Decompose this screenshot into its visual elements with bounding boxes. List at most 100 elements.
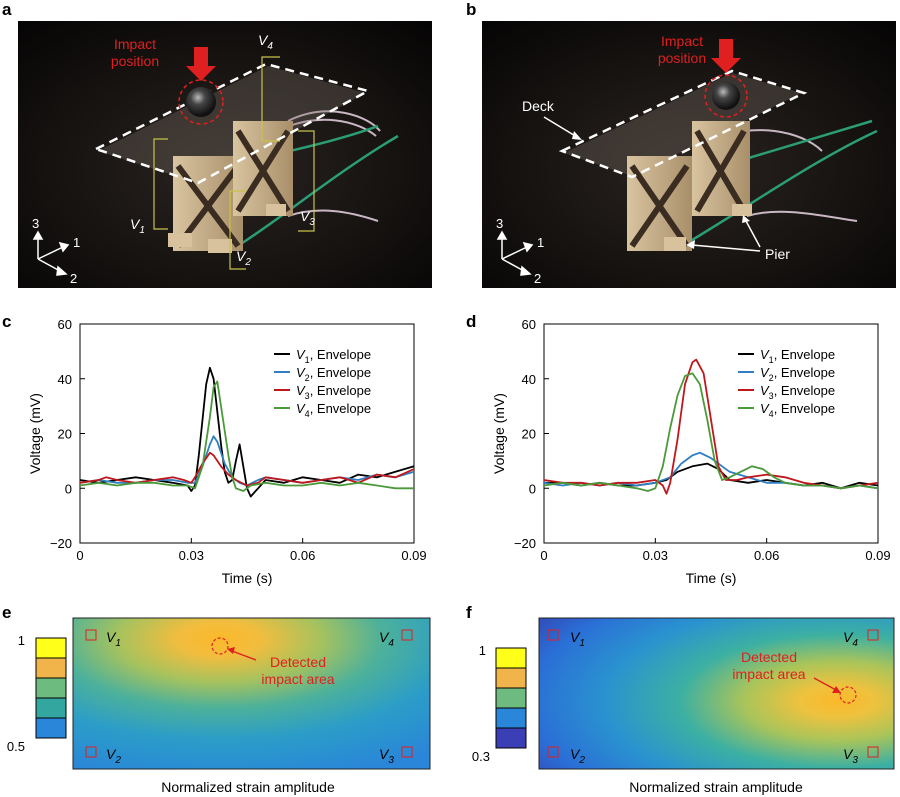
y-tick-label: 40 bbox=[522, 372, 536, 387]
panel-letter-d: d bbox=[466, 312, 477, 331]
x-axis-label: Time (s) bbox=[222, 570, 273, 586]
pier-front bbox=[168, 156, 243, 253]
sensor-marker-v3 bbox=[401, 746, 413, 758]
x-tick-label: 0.03 bbox=[179, 548, 204, 563]
pier-back bbox=[233, 121, 293, 216]
panel-letter-c: c bbox=[2, 312, 12, 331]
x-tick-label: 0 bbox=[76, 548, 83, 563]
pier-front bbox=[627, 156, 692, 251]
scale-max-label: 1 bbox=[479, 643, 486, 658]
series-line-v3 bbox=[79, 451, 415, 487]
wire bbox=[746, 210, 858, 222]
impact-arrow-icon bbox=[186, 47, 216, 81]
photo-bridge-impact-b: Impact position Deck Pier 3 1 2 bbox=[482, 21, 896, 288]
legend-label-v2: V2, Envelope bbox=[760, 365, 835, 383]
impact-label-line1: Impact bbox=[661, 33, 703, 49]
y-tick-label: −20 bbox=[50, 536, 72, 551]
caption: Normalized strain amplitude bbox=[629, 779, 803, 795]
y-tick-label: 20 bbox=[522, 427, 536, 442]
sensor-marker-v4 bbox=[867, 629, 879, 641]
x-tick-label: 0.09 bbox=[865, 548, 890, 563]
detected-label-line2: impact area bbox=[732, 666, 805, 682]
axes-icon bbox=[32, 230, 70, 276]
deck-arrowhead-icon bbox=[572, 131, 582, 140]
sensor-marker-v1 bbox=[85, 629, 97, 641]
wire bbox=[681, 129, 878, 248]
chart-voltage-d: −20 0 20 40 60 0 0.03 0.06 0.09 Time (s) Voltage (… bbox=[491, 317, 891, 586]
deck-plate bbox=[98, 66, 366, 183]
legend-label-v1: V1, Envelope bbox=[296, 347, 371, 365]
x-axis-label: Time (s) bbox=[686, 570, 737, 586]
sensor-marker-v2 bbox=[85, 746, 97, 758]
y-axis-label: Voltage (mV) bbox=[491, 393, 507, 474]
scale-min-label: 0.5 bbox=[7, 739, 25, 754]
impact-circle bbox=[178, 79, 224, 125]
panel-letter-f: f bbox=[466, 603, 472, 622]
photo-bridge-impact-a: Impact position V1 V2 V3 V4 3 1 2 bbox=[18, 21, 432, 288]
color-scale bbox=[35, 637, 67, 739]
y-tick-label: 0 bbox=[529, 481, 536, 496]
strain-map-e: 1 0.5 V1 V2 V3 V4 Detected impact area N… bbox=[7, 617, 431, 795]
series-line-v1 bbox=[79, 366, 415, 498]
pier-arrow-icon bbox=[691, 244, 761, 252]
axis-label-1: 1 bbox=[73, 235, 80, 250]
y-tick-label: 60 bbox=[522, 317, 536, 332]
pier-back bbox=[692, 121, 752, 216]
strain-map-f: 1 0.3 V1 V2 V3 V4 Detected impact area N… bbox=[472, 617, 895, 795]
axis-label-3: 3 bbox=[496, 216, 503, 231]
legend-label-v3: V3, Envelope bbox=[760, 383, 835, 401]
label-v1: V1 bbox=[130, 216, 145, 236]
axis-label-3: 3 bbox=[32, 216, 39, 231]
axis-label-2: 2 bbox=[70, 271, 77, 286]
x-tick-label: 0.09 bbox=[401, 548, 426, 563]
scale-min-label: 0.3 bbox=[472, 749, 490, 764]
pier-arrowhead-icon bbox=[686, 240, 695, 249]
sensor-marker-v3 bbox=[867, 746, 879, 758]
legend-label-v3: V3, Envelope bbox=[296, 383, 371, 401]
deck-arrow-icon bbox=[543, 116, 578, 138]
series-line-v3 bbox=[543, 358, 879, 495]
impact-label-line2: position bbox=[111, 53, 159, 69]
y-axis-label: Voltage (mV) bbox=[27, 393, 43, 474]
series-line-v4 bbox=[79, 380, 414, 492]
impact-label-line2: position bbox=[658, 50, 706, 66]
detected-arrow-icon bbox=[231, 650, 257, 661]
detected-arrowhead-icon bbox=[227, 647, 235, 654]
y-tick-label: 20 bbox=[58, 427, 72, 442]
impact-arrow-icon bbox=[711, 39, 741, 73]
legend-label-v2: V2, Envelope bbox=[296, 365, 371, 383]
pier-arrowhead2-icon bbox=[742, 215, 750, 223]
sensor-marker-v2 bbox=[547, 746, 559, 758]
wire bbox=[287, 209, 379, 222]
label-v2: V2 bbox=[236, 248, 251, 268]
bracket-v3 bbox=[298, 130, 315, 232]
impact-ball bbox=[186, 87, 216, 117]
y-tick-label: −20 bbox=[514, 536, 536, 551]
pier-label: Pier bbox=[765, 246, 790, 262]
impact-circle bbox=[704, 74, 748, 118]
impact-label-line1: Impact bbox=[114, 36, 156, 52]
bracket-v4 bbox=[261, 56, 280, 142]
axis-label-2: 2 bbox=[534, 271, 541, 286]
scale-max-label: 1 bbox=[18, 633, 25, 648]
series-line-v4 bbox=[543, 372, 879, 492]
chart-voltage-c: −20 0 20 40 60 0 0.03 0.06 0.09 Time (s) Voltage (… bbox=[27, 317, 427, 586]
y-tick-label: 60 bbox=[58, 317, 72, 332]
sensor-marker-v4 bbox=[401, 629, 413, 641]
label-v3: V3 bbox=[300, 208, 315, 228]
y-tick-label: 40 bbox=[58, 372, 72, 387]
wire bbox=[232, 134, 399, 251]
deck-outline bbox=[558, 69, 808, 179]
x-tick-label: 0.06 bbox=[290, 548, 315, 563]
deck-plate bbox=[564, 73, 802, 176]
panel-letter-b: b bbox=[466, 0, 477, 19]
deck-label: Deck bbox=[522, 98, 555, 114]
detected-arrowhead-icon bbox=[832, 686, 841, 693]
caption: Normalized strain amplitude bbox=[161, 779, 335, 795]
axis-label-1: 1 bbox=[537, 235, 544, 250]
bracket-v1 bbox=[153, 138, 168, 230]
detected-label-line1: Detected bbox=[270, 654, 326, 670]
detected-area-circle bbox=[839, 686, 857, 704]
bracket-v2 bbox=[229, 190, 246, 270]
x-tick-label: 0.03 bbox=[643, 548, 668, 563]
